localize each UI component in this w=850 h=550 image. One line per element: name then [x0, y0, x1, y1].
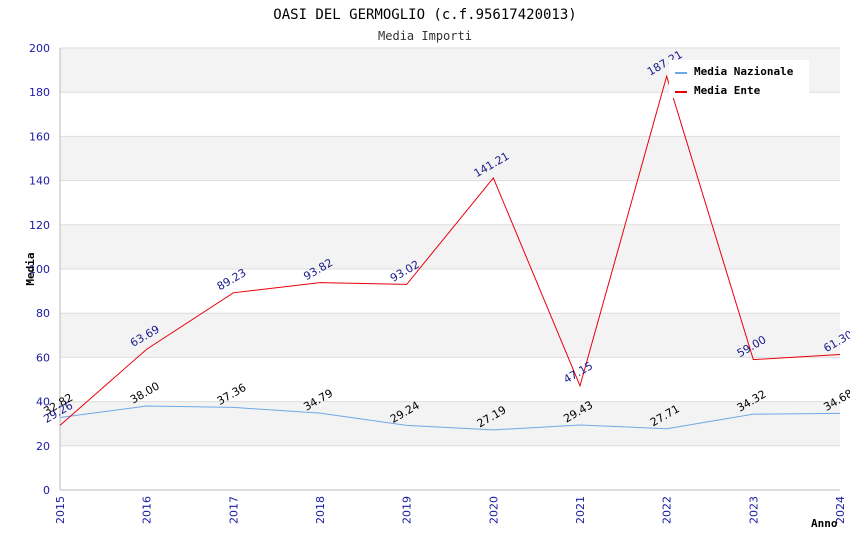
plot-band	[60, 269, 840, 314]
x-tick-label: 2021	[574, 496, 587, 524]
y-tick-label: 60	[36, 351, 50, 364]
y-tick-label: 160	[29, 130, 50, 143]
y-axis-title: Media	[24, 252, 37, 285]
legend-label-media-ente: Media Ente	[694, 84, 761, 97]
y-tick-label: 140	[29, 175, 50, 188]
y-tick-label: 80	[36, 307, 50, 320]
x-tick-label: 2015	[54, 496, 67, 524]
x-tick-label: 2020	[487, 496, 500, 524]
axes	[59, 48, 840, 491]
legend-label-media-nazionale: Media Nazionale	[694, 65, 794, 78]
plot-background-bands	[60, 48, 840, 490]
x-tick-label: 2017	[227, 496, 240, 524]
plot-band	[60, 357, 840, 402]
y-tick-label: 20	[36, 440, 50, 453]
plot-band	[60, 92, 840, 137]
x-axis-title: Anno	[811, 517, 838, 530]
x-tick-label: 2022	[661, 496, 674, 524]
legend: Media Nazionale Media Ente	[669, 60, 809, 98]
y-tick-label: 180	[29, 86, 50, 99]
plot-band	[60, 401, 840, 446]
x-tick-label: 2024	[834, 496, 847, 524]
y-tick-label: 120	[29, 219, 50, 232]
x-tick-labels: 2015 2016 2017 2018 2019 2020 2021 2022 2023 2024	[54, 496, 847, 524]
plot-band	[60, 224, 840, 269]
plot-band	[60, 313, 840, 358]
plot-band	[60, 445, 840, 490]
x-tick-label: 2023	[747, 496, 760, 524]
x-tick-label: 2019	[401, 496, 414, 524]
plot-band	[60, 180, 840, 225]
x-tick-label: 2016	[141, 496, 154, 524]
plot-band	[60, 136, 840, 181]
y-tick-labels: 0 20 40 60 80 100 120 140 160 180 200	[29, 42, 50, 497]
series-lines	[59, 74, 841, 431]
y-tick-label: 0	[43, 484, 50, 497]
y-tick-label: 100	[29, 263, 50, 276]
series-line-media-nazionale	[59, 405, 841, 431]
chart-title: OASI DEL GERMOGLIO (c.f.95617420013)	[273, 7, 576, 23]
series-line-media-ente	[59, 74, 841, 426]
y-tick-label: 200	[29, 42, 50, 55]
x-tick-label: 2018	[314, 496, 327, 524]
y-tick-label: 40	[36, 396, 50, 409]
legend-box	[669, 60, 809, 98]
chart-subtitle: Media Importi	[378, 29, 472, 43]
